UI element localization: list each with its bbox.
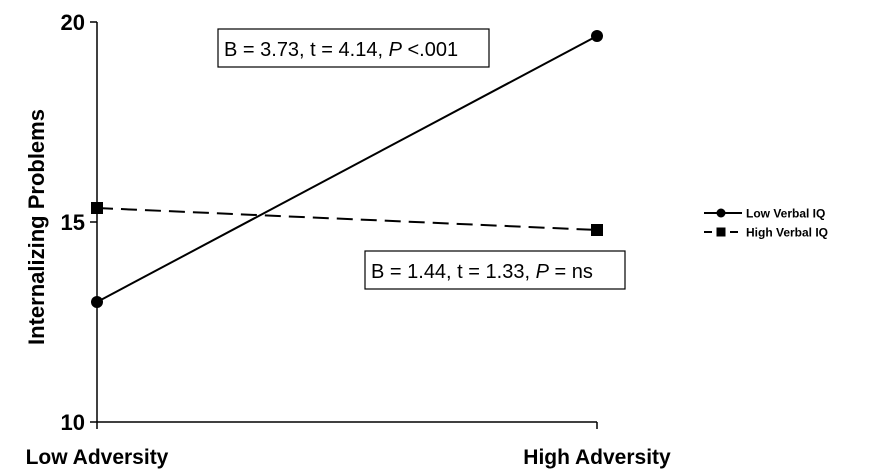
annotation-high-verbal: B = 1.44, t = 1.33, P = ns — [364, 250, 626, 290]
annotation-p-value: = ns — [549, 261, 593, 283]
data-point-square — [91, 202, 103, 214]
series-line — [96, 207, 598, 231]
annotation-stats: B = 3.73, t = 4.14, — [224, 39, 389, 61]
y-tick-label: 10 — [61, 410, 85, 435]
data-point-circle — [91, 296, 103, 308]
legend-label: Low Verbal IQ — [746, 207, 825, 221]
legend: Low Verbal IQ High Verbal IQ — [700, 200, 870, 244]
series-layer — [91, 30, 603, 308]
x-category-label: High Adversity — [523, 446, 671, 469]
axes — [96, 22, 597, 423]
annotation-p-label: P — [536, 261, 550, 283]
annotation-box — [364, 250, 626, 290]
annotation-box — [217, 28, 490, 68]
x-ticks: Low Adversity High Adversity — [26, 422, 671, 469]
annotation-text: B = 1.44, t = 1.33, P = ns — [371, 261, 593, 283]
annotation-p-label: P — [389, 39, 403, 61]
legend-marker-circle — [716, 208, 726, 218]
x-category-label: Low Adversity — [26, 446, 169, 469]
data-point-circle — [591, 30, 603, 42]
legend-frame — [700, 200, 870, 244]
y-tick-label: 15 — [61, 210, 85, 235]
y-tick-label: 20 — [61, 10, 85, 35]
legend-label: High Verbal IQ — [746, 226, 828, 240]
annotation-p-value: <.001 — [402, 39, 458, 61]
series-line — [96, 35, 598, 303]
annotation-stats: B = 1.44, t = 1.33, — [371, 261, 536, 283]
annotation-text: B = 3.73, t = 4.14, P <.001 — [224, 39, 458, 61]
y-axis-title: Internalizing Problems — [24, 109, 49, 345]
data-point-square — [591, 224, 603, 236]
annotation-low-verbal: B = 3.73, t = 4.14, P <.001 — [217, 28, 490, 68]
legend-marker-square — [716, 227, 726, 237]
y-ticks: 10 15 20 — [61, 10, 97, 435]
